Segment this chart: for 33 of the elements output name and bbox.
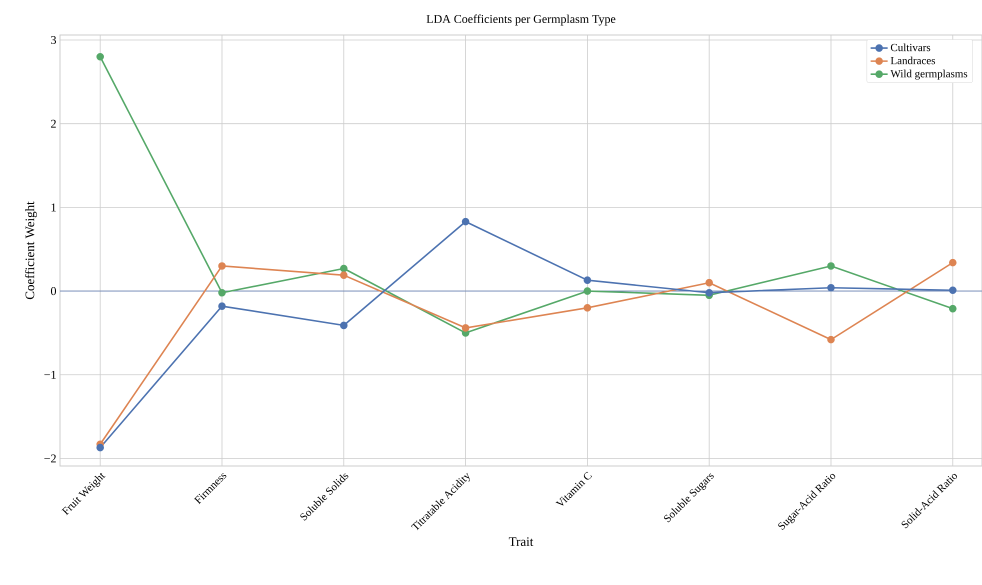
y-tick-label: 0 (50, 287, 56, 296)
point (96, 444, 104, 452)
point (827, 336, 835, 344)
y-tick-label: −1 (44, 370, 56, 379)
point (340, 322, 348, 330)
chart-title: LDA Coefficients per Germplasm Type (426, 14, 616, 26)
y-tick-label: 2 (51, 120, 56, 128)
point (827, 262, 835, 270)
point (705, 288, 713, 297)
point (218, 288, 226, 297)
legend-label: Wild germplasms (890, 70, 968, 80)
point (584, 304, 592, 312)
point (340, 271, 348, 279)
point (462, 324, 470, 332)
point (340, 264, 348, 272)
point (584, 287, 592, 295)
point (218, 302, 226, 310)
legend-label: Cultivars (890, 44, 930, 52)
point (948, 304, 957, 312)
point (948, 286, 957, 294)
point (827, 284, 835, 292)
legend-label: Landraces (890, 56, 936, 64)
point (462, 218, 470, 226)
x-axis-title: Trait (508, 537, 534, 546)
point (96, 52, 104, 61)
y-axis-title: Coefficient Weight (25, 201, 37, 300)
point (705, 278, 713, 287)
point (584, 276, 592, 284)
point (948, 258, 957, 266)
y-tick-label: 3 (51, 36, 56, 44)
y-tick-label: −2 (44, 454, 56, 462)
point (218, 262, 226, 270)
y-tick-label: 1 (52, 203, 56, 212)
